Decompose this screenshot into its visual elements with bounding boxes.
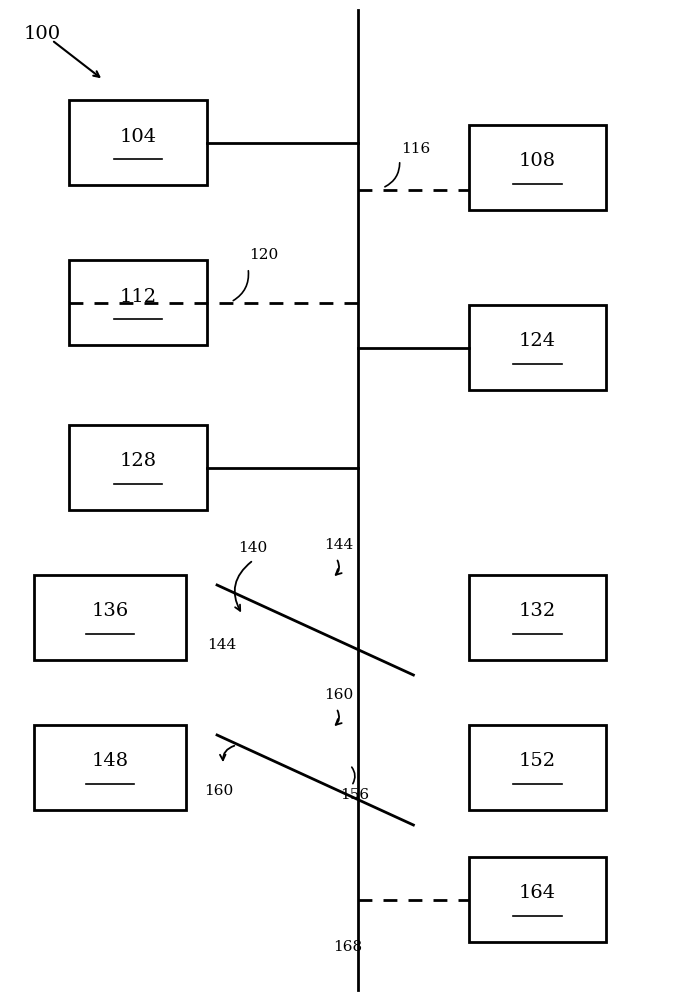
Text: 160: 160 [324,688,353,702]
Text: 100: 100 [24,25,61,43]
FancyBboxPatch shape [469,857,606,942]
Text: 160: 160 [204,784,233,798]
Text: 124: 124 [519,332,556,351]
Text: 144: 144 [324,538,353,552]
FancyBboxPatch shape [34,725,186,810]
Text: 108: 108 [519,152,556,170]
Text: 156: 156 [340,788,369,802]
Text: 104: 104 [119,128,156,146]
FancyBboxPatch shape [34,575,186,660]
Text: 120: 120 [249,248,278,262]
Text: 168: 168 [333,940,362,954]
FancyBboxPatch shape [69,100,207,185]
Text: 164: 164 [519,884,556,902]
FancyBboxPatch shape [69,425,207,510]
Text: 140: 140 [238,541,267,555]
FancyBboxPatch shape [469,125,606,210]
Text: 152: 152 [519,752,556,770]
FancyBboxPatch shape [469,305,606,390]
FancyBboxPatch shape [469,725,606,810]
Text: 136: 136 [92,602,129,620]
Text: 144: 144 [207,638,236,652]
Text: 132: 132 [519,602,556,620]
Text: 148: 148 [92,752,129,770]
FancyBboxPatch shape [469,575,606,660]
Text: 112: 112 [119,288,156,306]
Text: 116: 116 [401,142,430,156]
FancyBboxPatch shape [69,260,207,345]
Text: 128: 128 [119,452,156,471]
